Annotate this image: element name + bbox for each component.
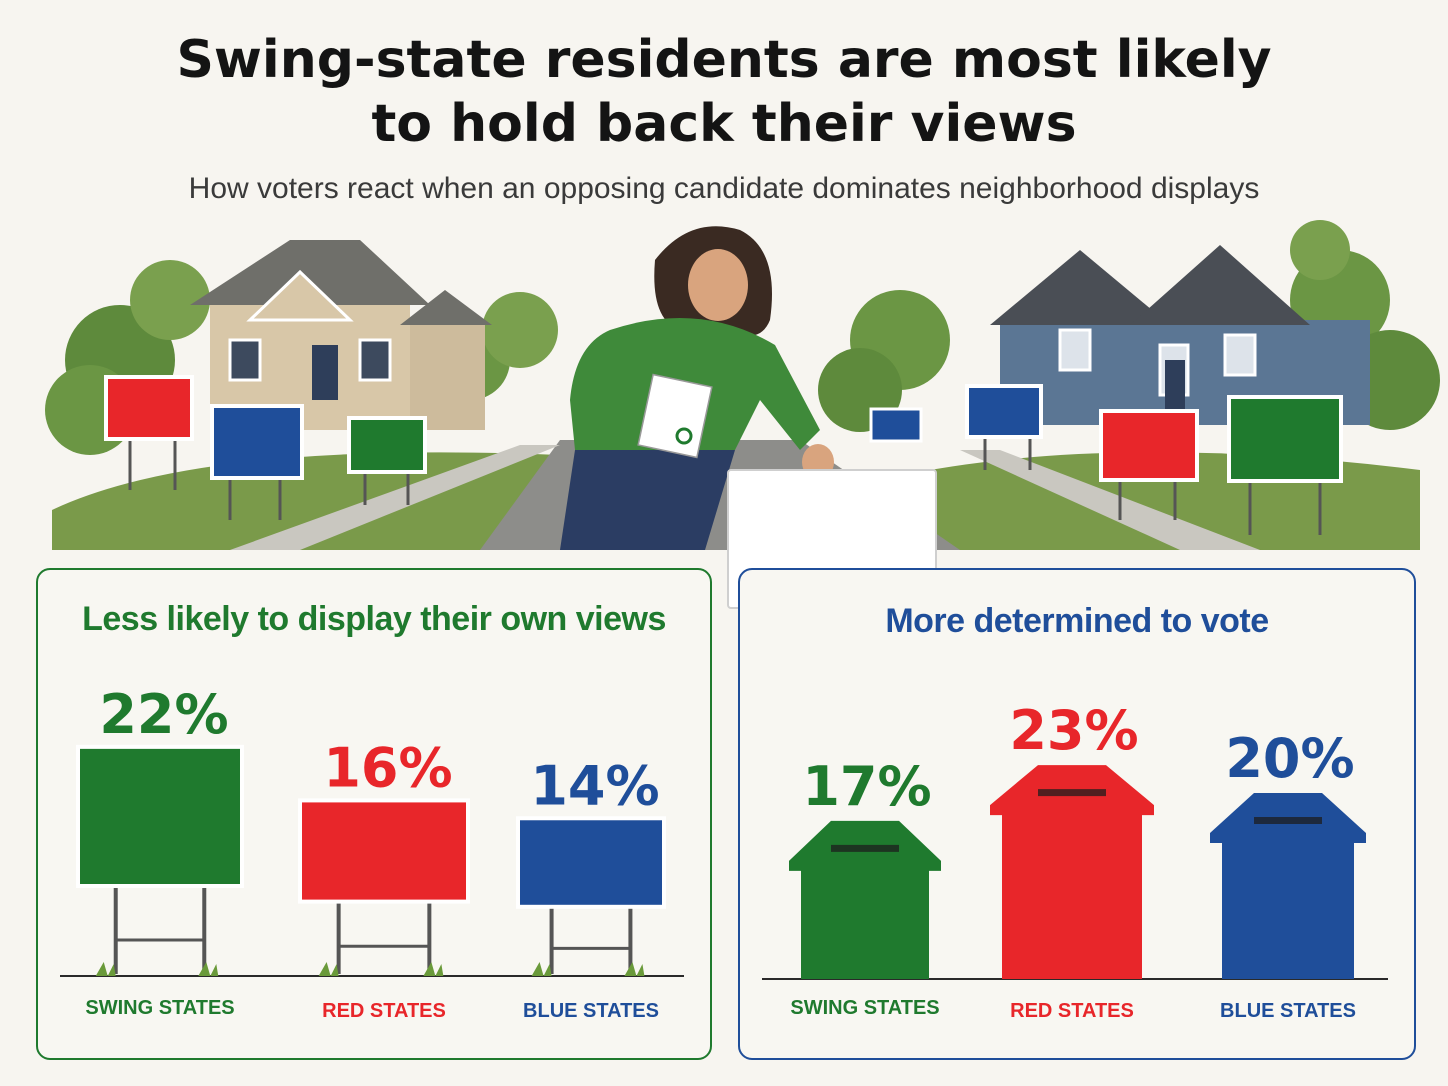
bar-blue-states — [1210, 793, 1366, 979]
value-label-red-states: 23% — [1009, 699, 1138, 762]
woman-figure — [560, 226, 834, 550]
yard-sign-green-right — [1227, 395, 1343, 535]
tree-cluster-left — [45, 260, 558, 455]
vote-determination-panel: More determined to vote 17% SWING STATES 2… — [738, 568, 1416, 1060]
bar-sign — [298, 798, 470, 904]
yard-sign-red-right — [1099, 409, 1199, 520]
yard-sign-blue-left — [210, 404, 304, 520]
display-views-panel: Less likely to display their own views 2… — [36, 568, 712, 1060]
sidewalk-right — [960, 450, 1260, 550]
yard-sign-red-left — [104, 375, 194, 490]
ballot-slot — [1038, 789, 1106, 797]
sidewalk-left — [230, 445, 560, 550]
house-left — [190, 240, 492, 430]
ballot-box — [789, 820, 941, 979]
value-label-red-states: 16% — [323, 736, 452, 799]
ballot-slot — [831, 844, 899, 852]
ballot-paper-icon — [637, 373, 713, 459]
yard-sign-blue-right-small — [869, 407, 923, 443]
page-title: Swing-state residents are most likely to… — [0, 28, 1448, 156]
vote-determination-chart: 17% SWING STATES 23% RED STATES 20% BLUE STAT… — [762, 699, 1388, 1022]
value-label-swing-states: 22% — [99, 683, 228, 746]
category-label-blue-states: BLUE STATES — [1220, 1000, 1356, 1022]
bar-sign — [76, 744, 244, 888]
category-label-blue-states: BLUE STATES — [523, 1000, 659, 1022]
page-subtitle: How voters react when an opposing candid… — [188, 172, 1260, 205]
bar-red-states — [990, 765, 1154, 979]
category-label-swing-states: SWING STATES — [790, 997, 939, 1019]
category-label-red-states: RED STATES — [322, 1000, 446, 1022]
ballot-box — [1210, 793, 1366, 979]
value-label-swing-states: 17% — [802, 755, 931, 818]
grass-tuft — [531, 962, 645, 976]
category-label-red-states: RED STATES — [1010, 1000, 1134, 1022]
bar-blue-states — [516, 816, 666, 976]
title-line-1: Swing-state residents are most likely — [176, 30, 1272, 90]
bar-sign — [516, 816, 666, 909]
yard-sign-blue-right — [965, 384, 1043, 470]
bar-swing-states — [76, 744, 244, 976]
value-label-blue-states: 14% — [530, 754, 659, 817]
title-line-2: to hold back their views — [371, 94, 1077, 154]
ballot-box — [990, 765, 1154, 979]
panel-title-vote: More determined to vote — [885, 602, 1269, 640]
yard-sign-green-left — [347, 416, 427, 505]
panel-title-display: Less likely to display their own views — [82, 600, 666, 638]
value-label-blue-states: 20% — [1225, 727, 1354, 790]
bar-swing-states — [789, 820, 941, 979]
display-views-chart: 22% SWING STATES 16% RED STATES 14% BLUE STAT… — [60, 683, 684, 1022]
grass-tuft — [95, 962, 219, 976]
ballot-slot — [1254, 817, 1322, 824]
grass-tuft — [318, 962, 444, 976]
category-label-swing-states: SWING STATES — [85, 997, 234, 1019]
bar-red-states — [298, 798, 470, 976]
